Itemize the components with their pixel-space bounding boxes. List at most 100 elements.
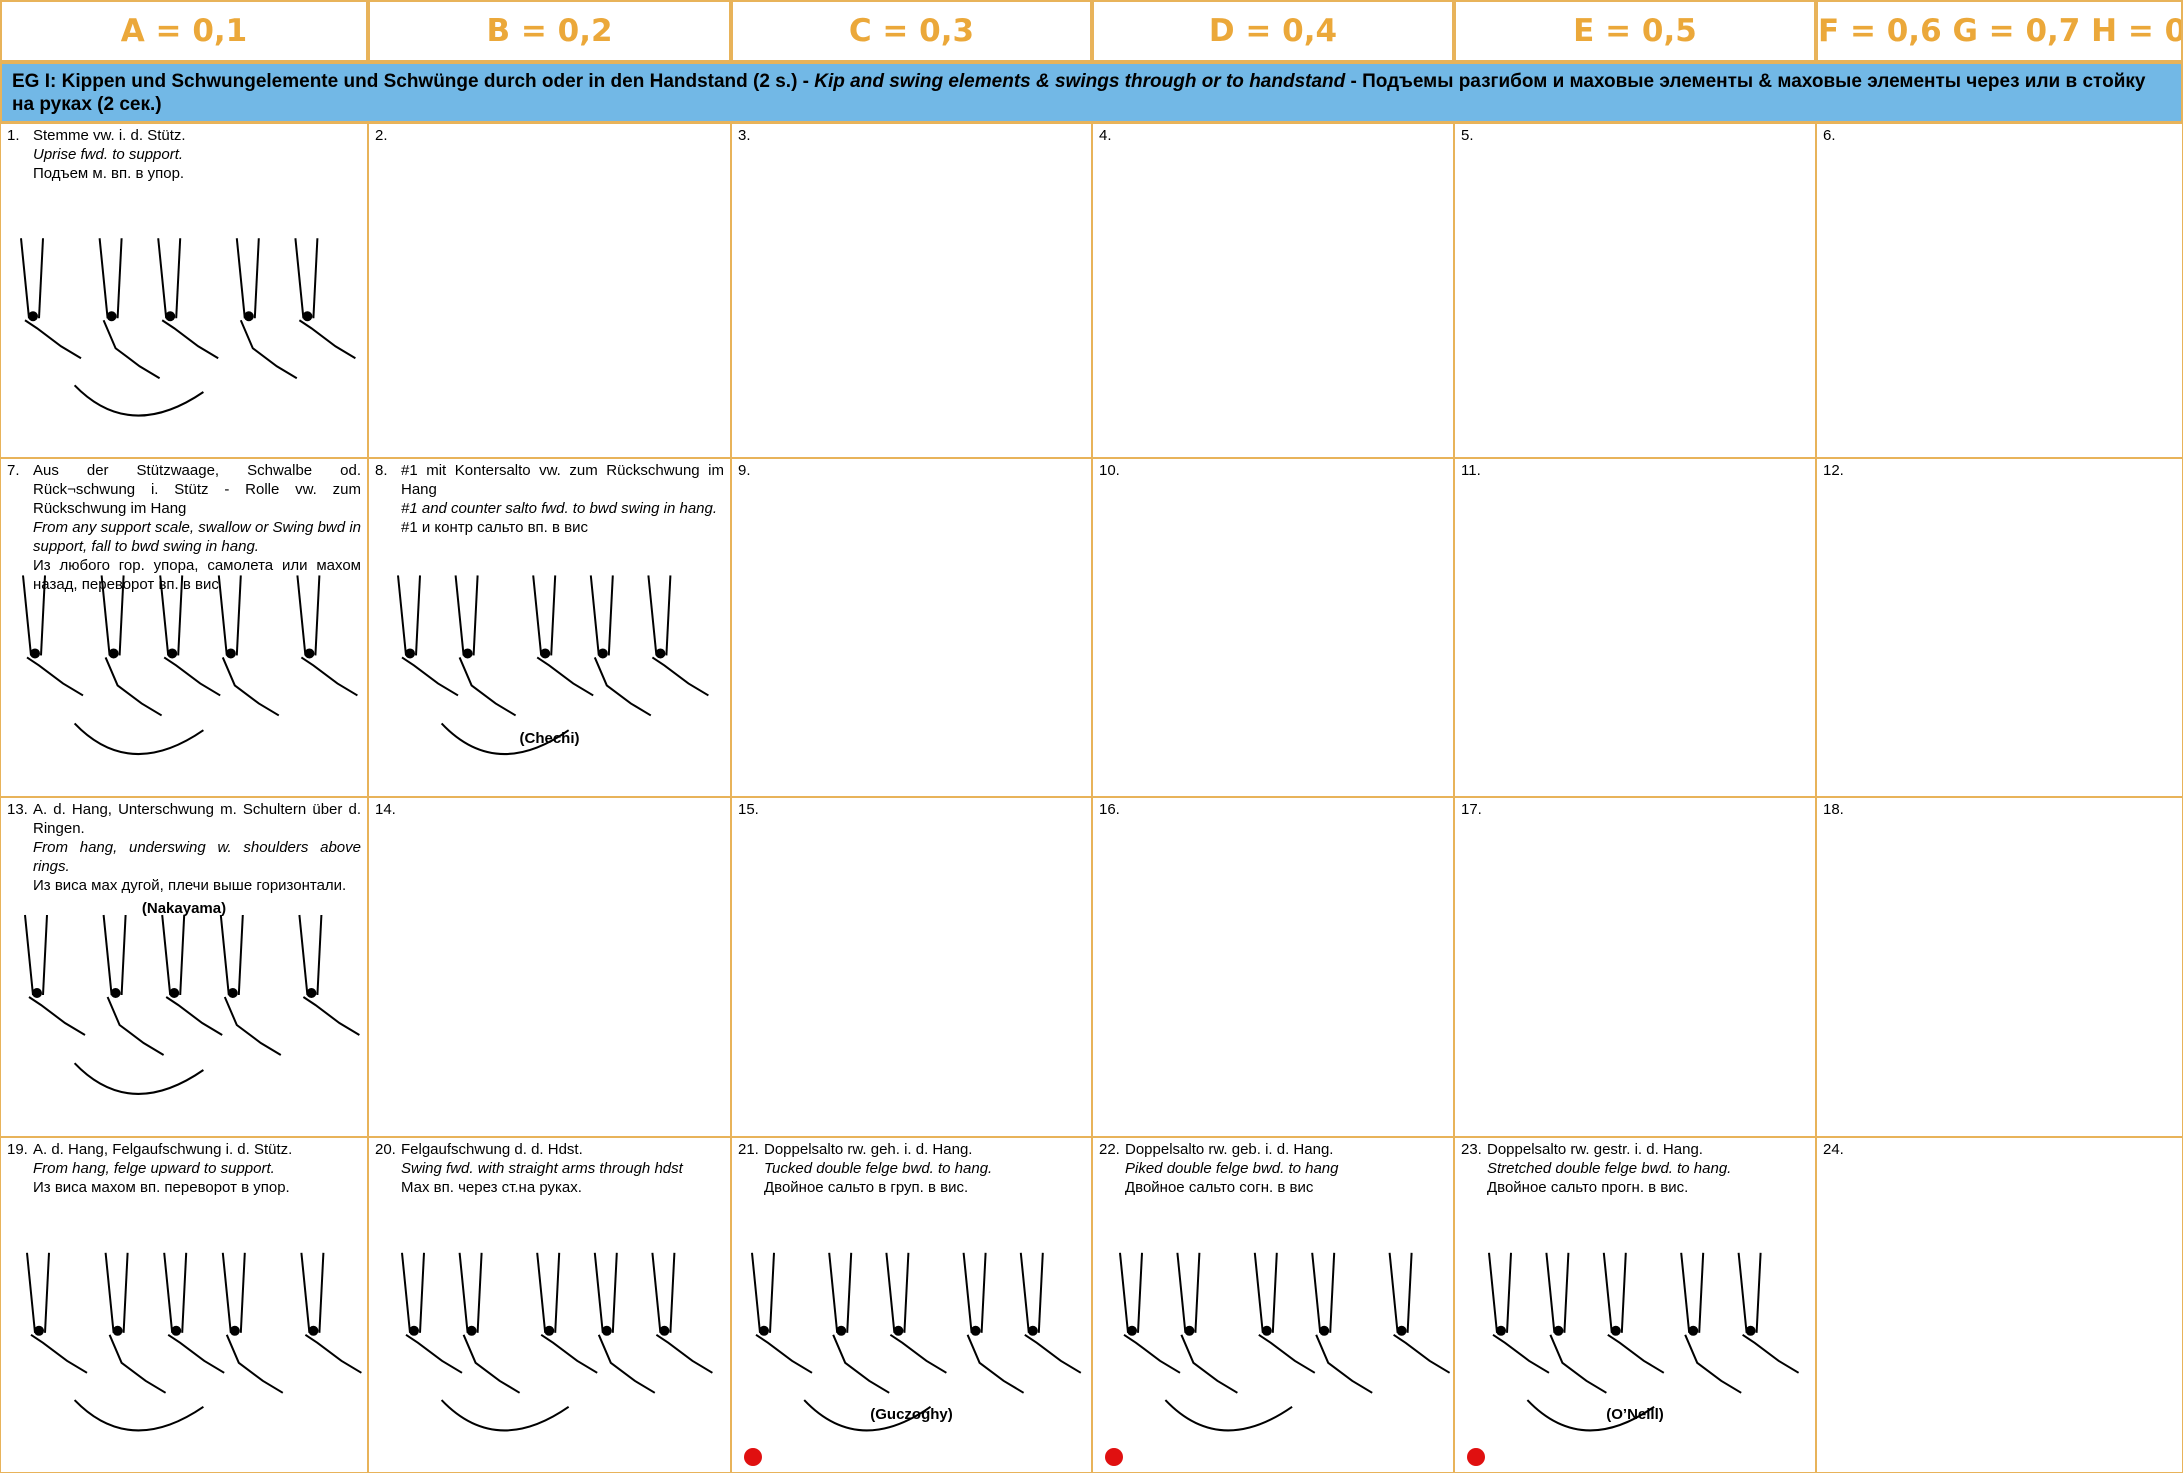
- skill-number: 7.: [7, 462, 20, 479]
- section-code: EG I:: [12, 71, 57, 92]
- skill-name: (O’Neill): [1606, 1406, 1664, 1424]
- skill-text-de: #1 mit Kontersalto vw. zum Rückschwung i…: [401, 462, 724, 498]
- skill-number: 17.: [1461, 801, 1482, 818]
- skill-cell: 18.: [1816, 797, 2183, 1137]
- skill-text-de: Aus der Stützwaage, Schwalbe od. Rück¬sc…: [33, 462, 361, 517]
- skill-text-de: A. d. Hang, Felgaufschwung i. d. Stütz.: [33, 1141, 293, 1158]
- skill-text-en: Uprise fwd. to support.: [33, 146, 184, 163]
- skill-number: 18.: [1823, 801, 1844, 818]
- column-header: F = 0,6 G = 0,7 H = 0,8: [1816, 0, 2183, 62]
- skill-text-de: Felgaufschwung d. d. Hdst.: [401, 1141, 583, 1158]
- skill-text-en: From any support scale, swallow or Swing…: [33, 519, 361, 555]
- skill-cell: 9.: [731, 458, 1092, 797]
- skill-cell: 19. A. d. Hang, Felgaufschwung i. d. Stüt…: [0, 1137, 368, 1473]
- skill-cell: 23. Doppelsalto rw. gestr. i. d. Hang. Str…: [1454, 1137, 1816, 1473]
- skill-text: Doppelsalto rw. gestr. i. d. Hang. Stretc…: [1487, 1140, 1809, 1197]
- skill-number: 9.: [738, 462, 751, 479]
- skill-number: 4.: [1099, 127, 1112, 144]
- skill-cell: 7. Aus der Stützwaage, Schwalbe od. Rück¬…: [0, 458, 368, 797]
- skill-cell: 10.: [1092, 458, 1454, 797]
- skill-number: 24.: [1823, 1141, 1844, 1158]
- skill-text-ru: Двойное сальто в груп. в вис.: [764, 1179, 969, 1196]
- skill-number: 12.: [1823, 462, 1844, 479]
- skill-number: 5.: [1461, 127, 1474, 144]
- difficulty-dot: [744, 1448, 762, 1466]
- section-title: EG I: Kippen und Schwungelemente und Sch…: [0, 62, 2183, 123]
- skill-text-en: Piked double felge bwd. to hang: [1125, 1160, 1339, 1177]
- skill-text: #1 mit Kontersalto vw. zum Rückschwung i…: [401, 461, 724, 537]
- skill-text-ru: Подъем м. вп. в упор.: [33, 165, 185, 182]
- skill-number: 21.: [738, 1141, 759, 1158]
- difficulty-dot: [1105, 1448, 1123, 1466]
- skill-number: 11.: [1461, 462, 1481, 479]
- skill-cell: 5.: [1454, 123, 1816, 458]
- skill-cell: 1. Stemme vw. i. d. Stütz. Uprise fwd. to …: [0, 123, 368, 458]
- skill-text-ru: #1 и контр сальто вп. в вис: [401, 519, 588, 536]
- column-header: D = 0,4: [1092, 0, 1454, 62]
- skill-cell: 4.: [1092, 123, 1454, 458]
- skill-number: 23.: [1461, 1141, 1482, 1158]
- skill-cell: 24.: [1816, 1137, 2183, 1473]
- skill-cell: 17.: [1454, 797, 1816, 1137]
- skill-text: A. d. Hang, Felgaufschwung i. d. Stütz. F…: [33, 1140, 361, 1197]
- skill-cell: 6.: [1816, 123, 2183, 458]
- skill-text-ru: Двойное сальто прогн. в вис.: [1487, 1179, 1689, 1196]
- skill-number: 1.: [7, 127, 20, 144]
- skill-text-de: A. d. Hang, Unterschwung m. Schultern üb…: [33, 801, 361, 837]
- skill-text: A. d. Hang, Unterschwung m. Schultern üb…: [33, 800, 361, 895]
- section-title-ru: - Подъемы разгибом и маховые элементы & …: [12, 71, 2146, 115]
- skill-number: 2.: [375, 127, 388, 144]
- skill-text: Aus der Stützwaage, Schwalbe od. Rück¬sc…: [33, 461, 361, 594]
- skill-name: (Nakayama): [141, 900, 227, 918]
- skill-text-de: Stemme vw. i. d. Stütz.: [33, 127, 186, 144]
- skill-text-en: #1 and counter salto fwd. to bwd swing i…: [401, 500, 718, 517]
- skill-text-en: Swing fwd. with straight arms through hd…: [401, 1160, 683, 1177]
- skill-text: Felgaufschwung d. d. Hdst. Swing fwd. wit…: [401, 1140, 724, 1197]
- skill-cell: 8. #1 mit Kontersalto vw. zum Rückschwung…: [368, 458, 731, 797]
- skill-text-ru: Мах вп. через ст.на руках.: [401, 1179, 582, 1196]
- skill-text: Stemme vw. i. d. Stütz. Uprise fwd. to su…: [33, 126, 361, 183]
- skill-text-de: Doppelsalto rw. geh. i. d. Hang.: [764, 1141, 973, 1158]
- skill-text-de: Doppelsalto rw. geb. i. d. Hang.: [1125, 1141, 1334, 1158]
- skill-cell: 2.: [368, 123, 731, 458]
- column-header: A = 0,1: [0, 0, 368, 62]
- skill-cell: 15.: [731, 797, 1092, 1137]
- skill-number: 22.: [1099, 1141, 1120, 1158]
- skill-text-en: From hang, underswing w. shoulders above…: [33, 839, 361, 875]
- skill-cell: 14.: [368, 797, 731, 1137]
- skill-text-ru: Двойное сальто согн. в вис: [1125, 1179, 1314, 1196]
- skill-text-en: From hang, felge upward to support.: [33, 1160, 275, 1177]
- skill-cell: 16.: [1092, 797, 1454, 1137]
- column-header: E = 0,5: [1454, 0, 1816, 62]
- skill-cell: 3.: [731, 123, 1092, 458]
- skill-cell: 11.: [1454, 458, 1816, 797]
- skill-text-de: Doppelsalto rw. gestr. i. d. Hang.: [1487, 1141, 1703, 1158]
- skill-cell: 20. Felgaufschwung d. d. Hdst. Swing fwd. …: [368, 1137, 731, 1473]
- skill-cell: 21. Doppelsalto rw. geh. i. d. Hang. Tucke…: [731, 1137, 1092, 1473]
- skill-number: 6.: [1823, 127, 1836, 144]
- skill-number: 3.: [738, 127, 751, 144]
- skill-text-ru: Из любого гор. упора, самолета или махом…: [33, 557, 361, 593]
- skill-number: 16.: [1099, 801, 1120, 818]
- skill-name: (Guczoghy): [870, 1406, 953, 1424]
- skill-text: Doppelsalto rw. geb. i. d. Hang. Piked do…: [1125, 1140, 1447, 1197]
- difficulty-dot: [1467, 1448, 1485, 1466]
- skill-text: Doppelsalto rw. geh. i. d. Hang. Tucked d…: [764, 1140, 1085, 1197]
- skill-number: 10.: [1099, 462, 1120, 479]
- skill-number: 13.: [7, 801, 28, 818]
- skill-text-en: Stretched double felge bwd. to hang.: [1487, 1160, 1732, 1177]
- skill-cell: 22. Doppelsalto rw. geb. i. d. Hang. Piked…: [1092, 1137, 1454, 1473]
- skill-cell: 13. A. d. Hang, Unterschwung m. Schultern…: [0, 797, 368, 1137]
- skill-name: (Chechi): [519, 729, 580, 747]
- skill-number: 15.: [738, 801, 759, 818]
- skill-text-ru: Из виса махом вп. переворот в упор.: [33, 1179, 290, 1196]
- section-title-de: Kippen und Schwungelemente und Schwünge …: [61, 71, 809, 92]
- section-title-en: Kip and swing elements & swings through …: [814, 71, 1346, 92]
- skill-number: 19.: [7, 1141, 28, 1158]
- skill-number: 20.: [375, 1141, 396, 1158]
- skill-number: 14.: [375, 801, 396, 818]
- column-header: C = 0,3: [731, 0, 1092, 62]
- skill-cell: 12.: [1816, 458, 2183, 797]
- skill-text-en: Tucked double felge bwd. to hang.: [764, 1160, 993, 1177]
- skill-text-ru: Из виса мах дугой, плечи выше горизонтал…: [33, 877, 347, 894]
